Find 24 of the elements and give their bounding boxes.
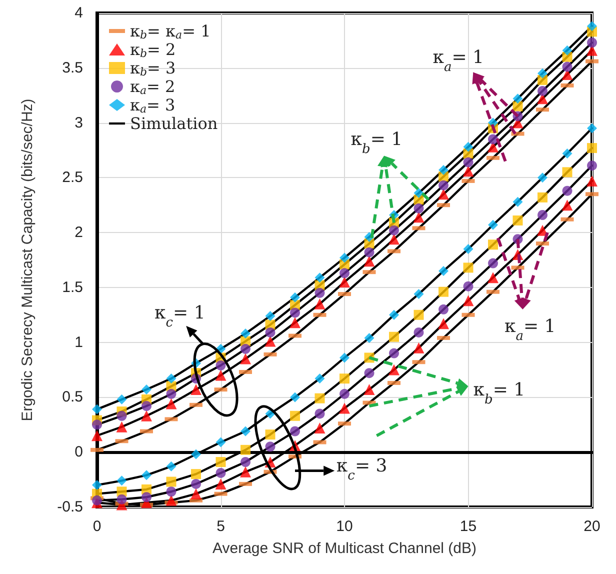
annotation: κ$_{a}$= 1 [504, 316, 556, 344]
y-tick-label: 3.5 [62, 59, 83, 76]
y-tick-label: 1 [74, 334, 83, 351]
y-tick-label: 2 [74, 224, 83, 242]
x-tick-label: 0 [92, 518, 102, 535]
x-tick-label: 5 [216, 518, 225, 535]
y-tick-label: 1.5 [62, 278, 83, 296]
y-tick-label: 0.5 [62, 388, 83, 406]
x-axis-title: Average SNR of Multicast Channel (dB) [212, 540, 477, 557]
y-tick-label: -0.5 [57, 498, 83, 516]
annotation: κ$_{b}$= 1 [350, 129, 403, 157]
legend-label: Simulation [130, 114, 218, 133]
annotation: κ$_{c}$= 3 [336, 455, 388, 483]
x-tick-label: 20 [584, 518, 600, 535]
annotation: κ$_{b}$= 1 [473, 380, 526, 408]
y-tick-label: 4 [74, 4, 83, 22]
x-tick-label: 10 [336, 518, 353, 535]
x-tick-label: 15 [460, 518, 477, 535]
annotation: κ$_{c}$= 1 [154, 302, 206, 330]
y-axis-title: Ergodic Secrecy Multicast Capacity (bits/sec/Hz) [19, 98, 36, 422]
y-tick-label: 3 [74, 114, 83, 132]
y-tick-label: 0 [74, 444, 83, 461]
y-tick-label: 2.5 [62, 169, 83, 186]
annotation: κ$_{a}$= 1 [432, 46, 484, 74]
